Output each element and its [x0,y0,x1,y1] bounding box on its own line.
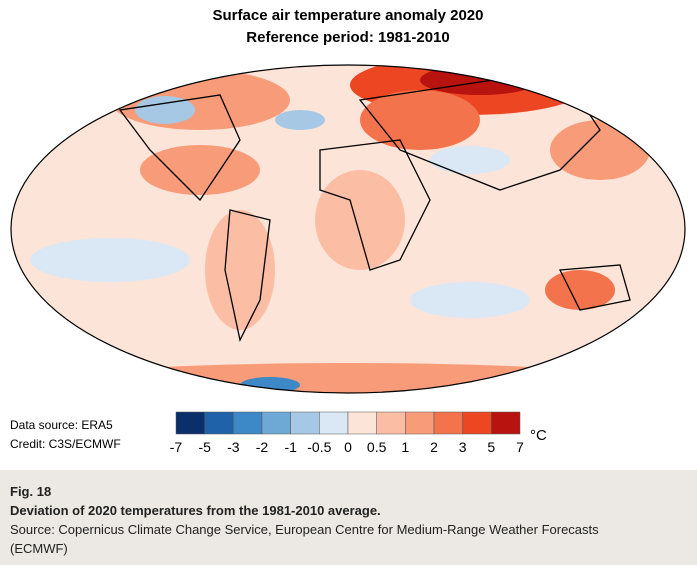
globe-outline [10,64,686,394]
colorbar-box [175,411,205,435]
colorbar-tick-label: 1 [401,439,409,455]
subtitle: Reference period: 1981-2010 [246,29,449,46]
colorbar-box [376,411,406,435]
colorbar-box [405,411,435,435]
colorbar: -7 -5 -3 -2 -1 -0.5 0 0.5 1 2 3 5 7 [170,411,524,455]
data-source: Data source: ERA5 [10,418,113,432]
colorbar-box [347,411,377,435]
colorbar-box [462,411,492,435]
caption-text: Source: Copernicus Climate Change Servic… [10,522,599,556]
colorbar-tick-label: 3 [459,439,467,455]
colorbar-box [261,411,291,435]
colorbar-box [491,411,521,435]
unit: °C [530,427,547,444]
colorbar-box [319,411,349,435]
colorbar-box [290,411,320,435]
colorbar-tick-label: 0.5 [367,439,387,455]
map [11,65,685,393]
colorbar-box [204,411,234,435]
caption: Fig. 18 Deviation of 2020 temperatures f… [0,470,697,565]
caption-heading: Deviation of 2020 temperatures from the … [10,503,381,518]
colorbar-tick-label: 0 [344,439,352,455]
figure-number: Fig. 18 [10,484,52,499]
colorbar-tick-label: -0.5 [307,439,331,455]
colorbar-tick-label: -2 [256,439,269,455]
colorbar-tick-label: -3 [227,439,240,455]
colorbar-tick-label: -5 [198,439,211,455]
colorbar-tick-label: 5 [487,439,495,455]
title: Surface air temperature anomaly 2020 [213,7,484,24]
colorbar-tick-label: 7 [516,439,524,455]
colorbar-box [433,411,463,435]
colorbar-tick-label: -7 [170,439,183,455]
colorbar-box [233,411,263,435]
colorbar-tick-label: -1 [284,439,297,455]
figure: Surface air temperature anomaly 2020 Ref… [10,7,686,455]
colorbar-tick-label: 2 [430,439,438,455]
credit: Credit: C3S/ECMWF [10,437,121,451]
